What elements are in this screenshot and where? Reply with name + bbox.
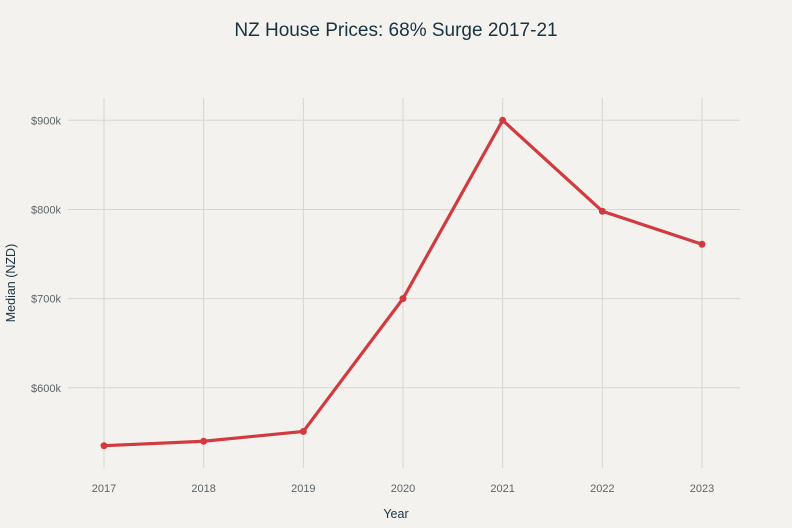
x-axis-title: Year	[383, 507, 409, 521]
y-tick-label: $800k	[31, 204, 61, 216]
data-point	[200, 437, 208, 445]
x-tick-label: 2021	[490, 483, 514, 495]
data-point	[499, 116, 507, 124]
y-tick-label: $900k	[31, 115, 61, 127]
data-point	[698, 240, 706, 248]
data-point	[598, 207, 606, 215]
data-point	[399, 295, 407, 303]
x-tick-label: 2018	[191, 483, 215, 495]
y-tick-label: $700k	[31, 294, 61, 306]
x-tick-label: 2019	[291, 483, 315, 495]
x-tick-label: 2017	[92, 483, 116, 495]
y-tick-label: $600k	[31, 383, 61, 395]
data-point	[100, 442, 108, 450]
x-tick-label: 2022	[590, 483, 614, 495]
data-point	[299, 427, 307, 435]
x-tick-label: 2020	[391, 483, 415, 495]
x-tick-label: 2023	[690, 483, 714, 495]
chart-title: NZ House Prices: 68% Surge 2017-21	[234, 20, 558, 41]
